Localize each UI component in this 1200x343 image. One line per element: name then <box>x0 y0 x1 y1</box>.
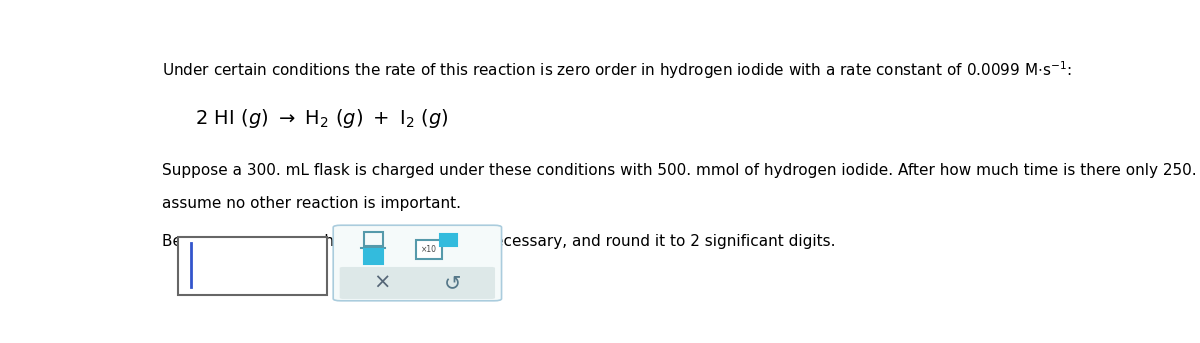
FancyBboxPatch shape <box>364 249 383 263</box>
FancyBboxPatch shape <box>178 237 326 295</box>
FancyBboxPatch shape <box>440 234 457 246</box>
Text: assume no other reaction is important.: assume no other reaction is important. <box>162 196 461 211</box>
Text: ×10: ×10 <box>421 245 437 254</box>
Text: $\mathregular{2\ HI\ (}g\mathregular{)\ {\rightarrow}\ H_2\ (}g\mathregular{)\ +: $\mathregular{2\ HI\ (}g\mathregular{)\ … <box>194 107 449 130</box>
Text: Suppose a 300. mL flask is charged under these conditions with 500. mmol of hydr: Suppose a 300. mL flask is charged under… <box>162 163 1200 178</box>
FancyBboxPatch shape <box>334 225 502 301</box>
Text: Under certain conditions the rate of this reaction is zero order in hydrogen iod: Under certain conditions the rate of thi… <box>162 60 1072 81</box>
Text: ↺: ↺ <box>444 273 462 293</box>
FancyBboxPatch shape <box>416 240 442 259</box>
FancyBboxPatch shape <box>340 267 496 299</box>
Text: Be sure your answer has a unit symbol, if necessary, and round it to 2 significa: Be sure your answer has a unit symbol, i… <box>162 234 835 249</box>
Text: ×: × <box>373 273 391 293</box>
